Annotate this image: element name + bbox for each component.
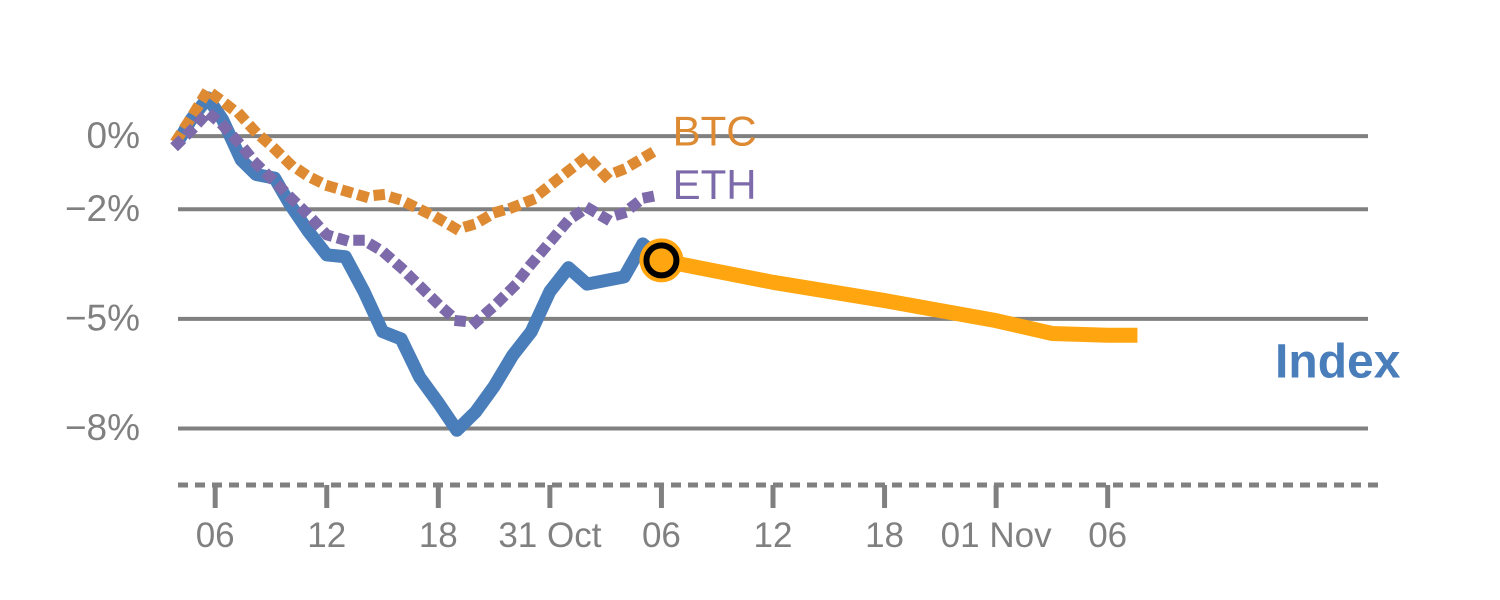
- x-axis-label-5: 12: [754, 516, 793, 555]
- series-annotation-eth: ETH: [673, 161, 757, 208]
- y-axis-tick-labels: 0% −2% −5% −8%: [65, 115, 140, 448]
- x-axis-label-0: 06: [196, 516, 235, 555]
- current-point-marker[interactable]: [639, 238, 684, 283]
- x-axis-label-8: 06: [1088, 516, 1127, 555]
- x-axis-label-3: 31 Oct: [498, 516, 601, 555]
- x-axis-label-4: 06: [642, 516, 681, 555]
- x-axis-tick-labels: 06 12 18 31 Oct 06 12 18 01 Nov 06: [196, 516, 1127, 555]
- x-axis-label-7: 01 Nov: [941, 516, 1052, 555]
- series-annotation-index: Index: [1275, 335, 1401, 388]
- series-line-index: [172, 91, 666, 437]
- series-annotation-btc: BTC: [673, 107, 757, 154]
- series-line-eth: [170, 104, 668, 329]
- marker-ring[interactable]: [643, 242, 680, 279]
- series-annotation-labels: BTC ETH Index: [673, 107, 1401, 388]
- series-line-btc: [170, 82, 669, 236]
- x-axis-major-ticks: [212, 485, 1111, 508]
- x-axis-label-1: 12: [307, 516, 346, 555]
- data-series-group: [170, 82, 1138, 437]
- y-axis-label-0: 0%: [87, 115, 140, 156]
- x-axis-label-6: 18: [865, 516, 904, 555]
- y-axis-label-1: −2%: [65, 188, 140, 229]
- series-line-index-forecast: [659, 253, 1138, 343]
- y-axis-label-2: −5%: [65, 298, 140, 339]
- y-axis-label-3: −8%: [65, 407, 140, 448]
- x-axis-label-2: 18: [419, 516, 458, 555]
